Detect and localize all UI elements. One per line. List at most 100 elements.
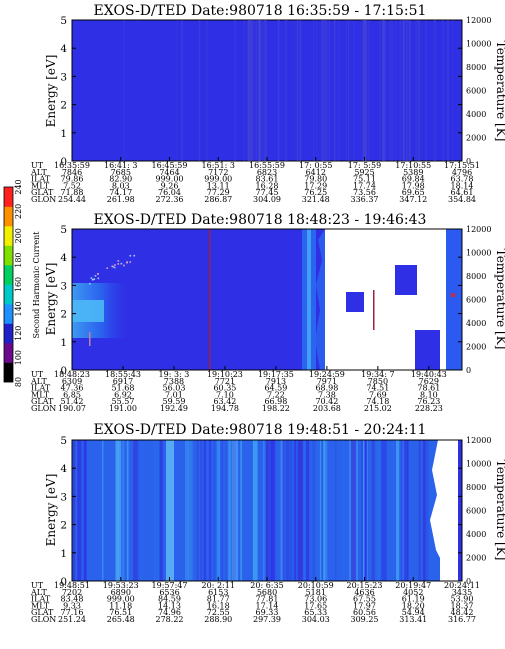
spectrogram-streak (240, 440, 243, 581)
spectrogram-streak (280, 440, 284, 581)
y2-tick-label: 6000 (466, 507, 486, 516)
spectrogram-streak (83, 440, 87, 581)
spectrogram-streak (333, 20, 336, 161)
spectrogram-streak (213, 440, 217, 581)
spectrogram-streak (207, 440, 212, 581)
ephemeris-row-label: GLON (31, 404, 56, 413)
spectrogram-streak (376, 440, 381, 581)
ephemeris-value: 63.78 (451, 175, 474, 184)
spectrogram-streak (350, 440, 356, 581)
scatter-point (97, 273, 99, 275)
ephemeris-value: 20:24:11 (444, 581, 480, 590)
panel-2-red-line-2 (373, 290, 375, 330)
spectrogram-streak (263, 440, 265, 581)
ephemeris-row-label: GLON (31, 195, 56, 204)
y-tick-label: 3 (60, 71, 67, 83)
spectrogram-streak (234, 20, 236, 161)
ephemeris-value: 72.55 (207, 608, 230, 617)
y2-tick-label: 6000 (466, 87, 486, 96)
spectrogram-streak (360, 20, 362, 161)
ephemeris-value: 17.29 (304, 181, 327, 190)
ephemeris-value: 47.36 (61, 384, 84, 393)
ephemeris-value: 74.18 (366, 397, 389, 406)
ephemeris-value: 82.90 (109, 175, 132, 184)
scatter-point (91, 278, 94, 281)
ephemeris-row-label: ILAT (31, 384, 51, 393)
ephemeris-value: 83.48 (61, 595, 84, 604)
panel-2-yticks: 0 1 2 3 4 5 (60, 224, 462, 377)
colorbar-tick-label: 160 (14, 277, 23, 292)
spectrogram-streak (362, 20, 366, 161)
spectrogram-streak (140, 440, 143, 581)
colorbar-tick-label: 140 (14, 301, 23, 316)
spectrogram-streak (353, 20, 355, 161)
ephemeris-value: 16.18 (207, 601, 230, 610)
ephemeris-value: 261.98 (107, 195, 135, 204)
spectrogram-streak (200, 440, 203, 581)
scatter-point (106, 267, 108, 270)
ephemeris-value: 76.51 (109, 608, 132, 617)
spectrogram-streak (243, 20, 245, 161)
ephemeris-value: 6.85 (63, 390, 81, 399)
ephemeris-value: 16:41: 3 (104, 161, 137, 170)
ephemeris-value: 14.13 (158, 601, 181, 610)
colorbar-segment (4, 245, 13, 266)
spectrogram-streak (362, 440, 365, 581)
spectrogram-streak (304, 440, 306, 581)
ephemeris-value: 51.68 (112, 384, 135, 393)
spectrogram-streak (123, 20, 125, 161)
panel-1-y2label: Temperature [K] (494, 41, 505, 142)
panel-2-blue-patch-2 (395, 265, 417, 295)
spectrogram-streak (391, 20, 393, 161)
colorbar-tick-label: 80 (14, 377, 23, 387)
spectrogram-streak (403, 20, 407, 161)
spectrogram-streak (217, 440, 222, 581)
ephemeris-value: 17: 5:59 (348, 161, 381, 170)
ephemeris-value: 74.96 (158, 608, 181, 617)
spectrogram-streak (447, 20, 449, 161)
ephemeris-value: 203.68 (313, 404, 341, 413)
ephemeris-value: 69.84 (402, 175, 425, 184)
spectrogram-streak (441, 20, 445, 161)
panel-1: EXOS-D/TED Date:980718 16:35:59 - 17:15:… (30, 3, 505, 204)
spectrogram-streak (176, 20, 178, 161)
ephemeris-value: 5389 (403, 168, 423, 177)
scatter-point (93, 278, 96, 281)
ephemeris-value: 17.97 (353, 601, 376, 610)
ephemeris-value: 77.29 (207, 188, 230, 197)
scatter-point (111, 265, 114, 268)
spectrogram-streak (296, 20, 299, 161)
ephemeris-value: 7172 (208, 168, 228, 177)
scatter-point (120, 262, 123, 265)
ephemeris-value: 5925 (354, 168, 374, 177)
ephemeris-value: 254.44 (58, 195, 86, 204)
ephemeris-value: 228.23 (415, 404, 443, 413)
ephemeris-value: 79.80 (304, 175, 327, 184)
ephemeris-value: 20:15:23 (347, 581, 383, 590)
spectrogram-streak (226, 440, 228, 581)
colorbar-segment (4, 284, 13, 305)
colorbar-label: Second Harmonic Current (32, 231, 41, 339)
scatter-point (123, 264, 125, 267)
spectrogram-streak (247, 20, 250, 161)
ephemeris-value: 7850 (368, 377, 388, 386)
spectrogram-streak (205, 440, 210, 581)
panel-3-ylabel: Energy [eV] (44, 474, 58, 547)
ephemeris-value: 20: 6:35 (250, 581, 283, 590)
spectrogram-streak (137, 20, 138, 161)
spectrogram-streak (285, 440, 289, 581)
ephemeris-value: 17.74 (353, 181, 376, 190)
spectrogram-streak (73, 440, 76, 581)
y2-tick-label: 0 (466, 157, 471, 166)
ephemeris-value: 54.94 (402, 608, 425, 617)
spectrogram-streak (342, 440, 345, 581)
y-tick-label: 4 (60, 463, 67, 475)
ephemeris-value: 7464 (159, 168, 179, 177)
spectrogram-streak (277, 20, 280, 161)
spectrogram-streak (425, 20, 427, 161)
ephemeris-value: 198.22 (262, 404, 290, 413)
ephemeris-value: 11.18 (109, 601, 132, 610)
spectrogram-streak (312, 20, 315, 161)
ephemeris-value: 194.78 (211, 404, 239, 413)
spectrogram-streak (324, 20, 327, 161)
